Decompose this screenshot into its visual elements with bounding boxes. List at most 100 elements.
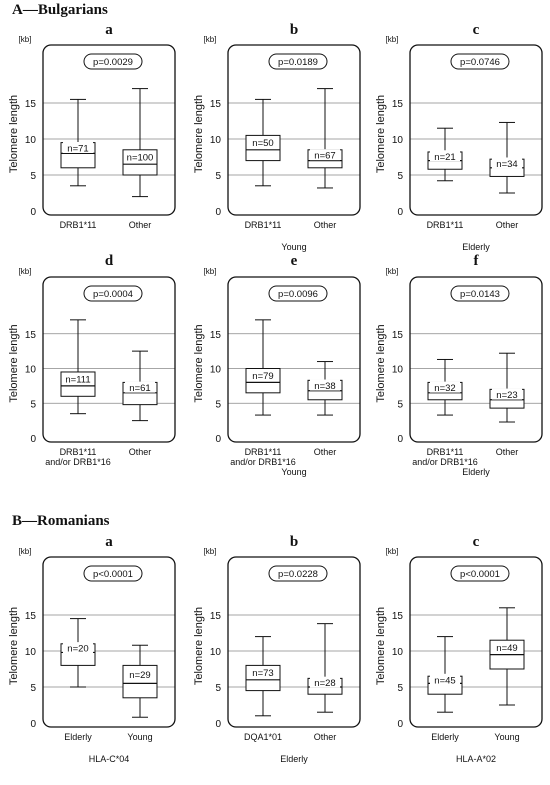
p-value-text: p=0.0004 <box>93 289 133 300</box>
n-label-bg <box>125 668 155 680</box>
n-label: n=34 <box>496 159 517 170</box>
p-value-text: p=0.0746 <box>460 57 500 68</box>
category-label: Elderly <box>431 732 459 742</box>
p-value-text: p=0.0096 <box>278 289 318 300</box>
y-tick-label: 15 <box>392 99 404 110</box>
n-label-bg <box>492 157 522 169</box>
y-tick-label: 10 <box>210 135 222 146</box>
panel-letter: a <box>105 22 113 38</box>
panel-letter: a <box>105 534 113 550</box>
box-plot-panel: [kb] 0 5 10 15 Telomere length p<0.0001 n=45 Eld… <box>375 547 543 764</box>
y-tick-label: 15 <box>25 611 37 622</box>
box-plot-panel: [kb] 0 5 10 15 Telomere length p=0.0189 n=50 DRB… <box>193 35 361 252</box>
y-tick-label: 0 <box>30 434 36 445</box>
n-label-bg <box>248 136 278 148</box>
section-title-bulgarians: A—Bulgarians <box>12 2 108 18</box>
box-plot-panel: [kb] 0 5 10 15 Telomere length p=0.0029 n=71 DRB… <box>8 35 176 230</box>
n-label: n=49 <box>496 643 517 654</box>
y-axis-label: Telomere length <box>8 607 20 685</box>
n-label-bg <box>125 151 155 162</box>
y-axis-label: Telomere length <box>8 324 20 402</box>
p-value-text: p=0.0189 <box>278 57 318 68</box>
n-label: n=61 <box>129 383 150 394</box>
p-value-badge <box>268 285 328 302</box>
y-tick-label: 5 <box>30 683 36 694</box>
y-tick-label: 15 <box>210 330 222 341</box>
n-label: n=50 <box>252 138 273 149</box>
category-label: DRB1*11 <box>60 220 97 230</box>
y-tick-label: 10 <box>392 135 404 146</box>
y-tick-label: 15 <box>392 330 404 341</box>
category-label: Young <box>127 732 152 742</box>
y-tick-label: 15 <box>25 99 37 110</box>
n-label: n=67 <box>314 151 335 162</box>
category-label: Other <box>129 447 152 457</box>
y-axis-label: Telomere length <box>375 95 387 173</box>
y-tick-label: 0 <box>397 719 403 730</box>
category-label: Other <box>496 447 519 457</box>
p-value-badge <box>450 565 510 582</box>
box-plot-panel: [kb] 0 5 10 15 Telomere length p=0.0143 n=32 DRB… <box>375 267 543 477</box>
category-label: and/or DRB1*16 <box>230 457 296 467</box>
n-label: n=21 <box>434 152 455 163</box>
box-1: n=50 DRB1*11 <box>245 98 281 230</box>
box-plot-panel: [kb] 0 5 10 15 Telomere length p=0.0746 n=21 DRB… <box>375 35 543 252</box>
category-label: and/or DRB1*16 <box>412 457 478 467</box>
n-label-bg <box>430 673 460 685</box>
y-tick-label: 10 <box>392 365 404 376</box>
unit-label: [kb] <box>19 267 32 276</box>
category-label: Other <box>314 447 337 457</box>
box-2: n=23 Other <box>489 352 525 457</box>
y-tick-label: 10 <box>210 647 222 658</box>
category-label: DRB1*11 <box>427 220 464 230</box>
category-label: Other <box>496 220 519 230</box>
unit-label: [kb] <box>386 547 399 556</box>
box-2: n=38 Other <box>307 361 343 457</box>
y-tick-label: 0 <box>215 719 221 730</box>
y-axis-label: Telomere length <box>375 607 387 685</box>
x-group-label: HLA-A*02 <box>456 754 496 764</box>
y-axis-label: Telomere length <box>193 607 205 685</box>
panel-letter: b <box>289 534 299 550</box>
box-2: n=28 Other <box>307 623 343 742</box>
p-value-text: p=0.0228 <box>278 569 318 580</box>
panel-letter: f <box>473 253 479 269</box>
category-label: DRB1*11 <box>60 447 97 457</box>
x-group-label: Elderly <box>462 467 490 477</box>
n-label-bg <box>248 666 278 678</box>
n-label: n=23 <box>496 390 517 401</box>
box-plot-panel: [kb] 0 5 10 15 Telomere length p=0.0004 n=111 DR… <box>8 267 176 467</box>
panel-letter: d <box>104 253 114 269</box>
y-axis-label: Telomere length <box>193 95 205 173</box>
y-tick-label: 0 <box>397 207 403 218</box>
p-value-text: p<0.0001 <box>93 569 133 580</box>
y-tick-label: 5 <box>30 171 36 182</box>
n-label: n=38 <box>314 381 335 392</box>
plot-frame <box>409 276 543 443</box>
y-tick-label: 5 <box>215 683 221 694</box>
box-2: n=61 Other <box>122 350 158 457</box>
p-value-text: p=0.0143 <box>460 289 500 300</box>
category-label: Other <box>129 220 152 230</box>
p-value-badge <box>450 53 510 70</box>
p-value-badge <box>83 53 143 70</box>
box-1: n=73 DQA1*01 <box>244 636 282 742</box>
n-label: n=45 <box>434 675 455 686</box>
y-tick-label: 15 <box>210 611 222 622</box>
section-title-romanians: B—Romanians <box>12 513 110 529</box>
n-label: n=100 <box>127 153 154 164</box>
y-tick-label: 5 <box>397 683 403 694</box>
unit-label: [kb] <box>204 267 217 276</box>
category-label: Other <box>314 220 337 230</box>
panel-letter: e <box>290 253 298 269</box>
plot-frame <box>227 44 361 216</box>
n-label-bg <box>492 641 522 653</box>
category-label: and/or DRB1*16 <box>45 457 111 467</box>
p-value-badge <box>268 565 328 582</box>
category-label: Elderly <box>64 732 92 742</box>
n-label-bg <box>63 372 93 384</box>
y-tick-label: 15 <box>210 99 222 110</box>
y-tick-label: 10 <box>210 365 222 376</box>
